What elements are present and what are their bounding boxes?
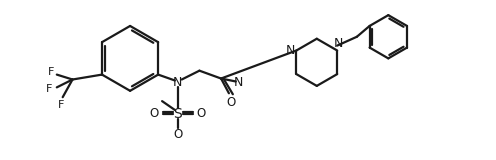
Text: N: N [234,76,244,89]
Text: O: O [173,128,183,141]
Text: F: F [46,84,52,94]
Text: O: O [197,107,206,120]
Text: N: N [173,76,183,89]
Text: F: F [48,67,54,77]
Text: O: O [226,96,236,109]
Text: S: S [174,107,182,121]
Text: N: N [333,37,343,50]
Text: N: N [286,44,295,57]
Text: O: O [150,107,159,120]
Text: F: F [58,100,64,110]
